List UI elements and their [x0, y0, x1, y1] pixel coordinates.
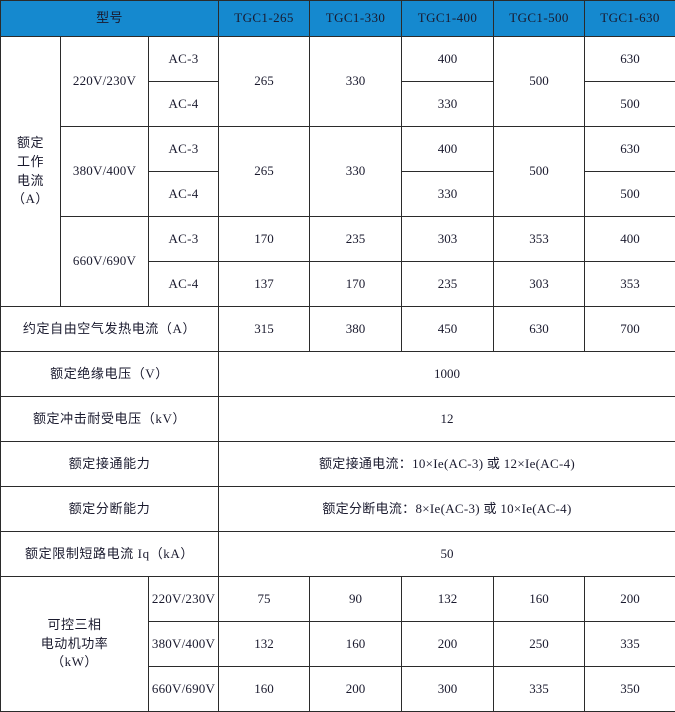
motor-label-line-3: （kW） [2, 653, 147, 672]
motor-label-line-1: 可控三相 [2, 616, 147, 635]
group-label-rated-operating-current: 额定 工作 电流 （A） [1, 37, 61, 307]
spec-row-making-capacity: 额定接通能力 额定接通电流：10×Ie(AC-3) 或 12×Ie(AC-4) [1, 442, 675, 487]
header-row: 型号 TGC1-265 TGC1-330 TGC1-400 TGC1-500 T… [1, 1, 675, 37]
cell-380-m1: 265 [219, 127, 310, 217]
voltage-label-380: 380V/400V [61, 127, 149, 217]
motor-380-m2: 160 [310, 622, 402, 667]
thermal-current-m1: 315 [219, 307, 310, 352]
thermal-current-m5: 700 [585, 307, 675, 352]
motor-voltage-label-220: 220V/230V [149, 577, 219, 622]
current-row-220-ac3: 额定 工作 电流 （A） 220V/230V AC-3 265 330 400 … [1, 37, 675, 82]
table-body: 额定 工作 电流 （A） 220V/230V AC-3 265 330 400 … [1, 37, 675, 712]
cell-380-ac3-m5: 630 [585, 127, 675, 172]
motor-220-m5: 200 [585, 577, 675, 622]
spec-label-breaking-capacity: 额定分断能力 [1, 487, 219, 532]
cell-380-ac3-m3: 400 [402, 127, 494, 172]
spec-label-insulation-voltage: 额定绝缘电压（V） [1, 352, 219, 397]
cell-660-ac3-m4: 353 [494, 217, 585, 262]
spec-label-making-capacity: 额定接通能力 [1, 442, 219, 487]
spec-row-thermal-current: 约定自由空气发热电流（A） 315 380 450 630 700 [1, 307, 675, 352]
cell-660-ac4-m4: 303 [494, 262, 585, 307]
cell-220-m1: 265 [219, 37, 310, 127]
motor-220-m3: 132 [402, 577, 494, 622]
motor-voltage-label-380: 380V/400V [149, 622, 219, 667]
cell-660-ac4-m5: 353 [585, 262, 675, 307]
group-label-line-1: 额定 [2, 134, 59, 153]
header-cell-model-3: TGC1-400 [402, 1, 494, 37]
cell-380-ac4-m5: 500 [585, 172, 675, 217]
header-cell-spec-label: 型号 [1, 1, 219, 37]
motor-380-m3: 200 [402, 622, 494, 667]
cell-220-ac4-m3: 330 [402, 82, 494, 127]
spec-value-impulse-voltage: 12 [219, 397, 675, 442]
spec-row-insulation-voltage: 额定绝缘电压（V） 1000 [1, 352, 675, 397]
cell-220-ac4-m5: 500 [585, 82, 675, 127]
spec-value-insulation-voltage: 1000 [219, 352, 675, 397]
motor-220-m4: 160 [494, 577, 585, 622]
motor-380-m5: 335 [585, 622, 675, 667]
motor-660-m4: 335 [494, 667, 585, 712]
motor-row-220: 可控三相 电动机功率 （kW） 220V/230V 75 90 132 160 … [1, 577, 675, 622]
cell-220-m2: 330 [310, 37, 402, 127]
cell-380-m4: 500 [494, 127, 585, 217]
motor-220-m2: 90 [310, 577, 402, 622]
cell-660-ac4-m1: 137 [219, 262, 310, 307]
group-label-line-3: 电流 [2, 172, 59, 191]
cell-660-ac3-m5: 400 [585, 217, 675, 262]
ac-mode-label-660-ac3: AC-3 [149, 217, 219, 262]
voltage-label-660: 660V/690V [61, 217, 149, 307]
ac-mode-label-220-ac3: AC-3 [149, 37, 219, 82]
spec-label-short-circuit-current: 额定限制短路电流 Iq（kA） [1, 532, 219, 577]
header-cell-model-2: TGC1-330 [310, 1, 402, 37]
cell-380-m2: 330 [310, 127, 402, 217]
motor-660-m1: 160 [219, 667, 310, 712]
motor-660-m2: 200 [310, 667, 402, 712]
cell-220-m4: 500 [494, 37, 585, 127]
motor-380-m4: 250 [494, 622, 585, 667]
group-label-line-4: （A） [2, 190, 59, 209]
header-cell-model-4: TGC1-500 [494, 1, 585, 37]
spec-row-breaking-capacity: 额定分断能力 额定分断电流：8×Ie(AC-3) 或 10×Ie(AC-4) [1, 487, 675, 532]
motor-380-m1: 132 [219, 622, 310, 667]
thermal-current-m3: 450 [402, 307, 494, 352]
motor-660-m3: 300 [402, 667, 494, 712]
cell-660-ac3-m3: 303 [402, 217, 494, 262]
header-cell-model-5: TGC1-630 [585, 1, 675, 37]
current-row-660-ac3: 660V/690V AC-3 170 235 303 353 400 [1, 217, 675, 262]
motor-voltage-label-660: 660V/690V [149, 667, 219, 712]
spec-label-thermal-current: 约定自由空气发热电流（A） [1, 307, 219, 352]
motor-660-m5: 350 [585, 667, 675, 712]
spec-value-making-capacity: 额定接通电流：10×Ie(AC-3) 或 12×Ie(AC-4) [219, 442, 675, 487]
motor-label-line-2: 电动机功率 [2, 635, 147, 654]
spec-label-impulse-voltage: 额定冲击耐受电压（kV） [1, 397, 219, 442]
group-label-motor-power: 可控三相 电动机功率 （kW） [1, 577, 149, 712]
spec-value-short-circuit-current: 50 [219, 532, 675, 577]
current-row-380-ac3: 380V/400V AC-3 265 330 400 500 630 [1, 127, 675, 172]
cell-660-ac4-m2: 170 [310, 262, 402, 307]
spec-row-impulse-voltage: 额定冲击耐受电压（kV） 12 [1, 397, 675, 442]
cell-220-ac3-m5: 630 [585, 37, 675, 82]
thermal-current-m2: 380 [310, 307, 402, 352]
header-cell-model-1: TGC1-265 [219, 1, 310, 37]
table-header: 型号 TGC1-265 TGC1-330 TGC1-400 TGC1-500 T… [1, 1, 675, 37]
spec-row-short-circuit-current: 额定限制短路电流 Iq（kA） 50 [1, 532, 675, 577]
voltage-label-220: 220V/230V [61, 37, 149, 127]
thermal-current-m4: 630 [494, 307, 585, 352]
motor-220-m1: 75 [219, 577, 310, 622]
ac-mode-label-660-ac4: AC-4 [149, 262, 219, 307]
cell-380-ac4-m3: 330 [402, 172, 494, 217]
cell-660-ac3-m2: 235 [310, 217, 402, 262]
cell-660-ac3-m1: 170 [219, 217, 310, 262]
ac-mode-label-380-ac3: AC-3 [149, 127, 219, 172]
cell-220-ac3-m3: 400 [402, 37, 494, 82]
cell-660-ac4-m3: 235 [402, 262, 494, 307]
ac-mode-label-380-ac4: AC-4 [149, 172, 219, 217]
spec-value-breaking-capacity: 额定分断电流：8×Ie(AC-3) 或 10×Ie(AC-4) [219, 487, 675, 532]
group-label-line-2: 工作 [2, 153, 59, 172]
ac-mode-label-220-ac4: AC-4 [149, 82, 219, 127]
